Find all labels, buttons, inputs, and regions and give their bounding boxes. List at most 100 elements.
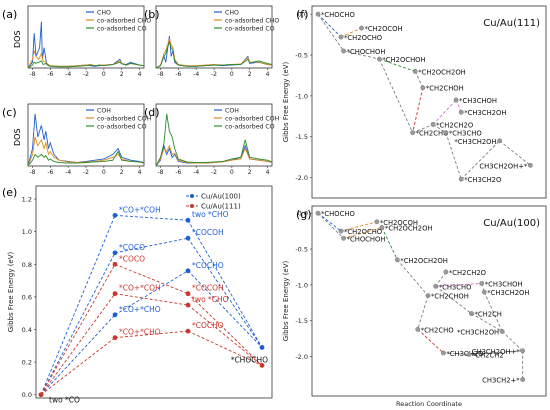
panel-f-edge <box>412 124 434 134</box>
panel-c-xtick-label: -6 <box>47 169 53 176</box>
panel-d-legend-entry: co-adsorbed COH <box>225 116 280 123</box>
panel-e-ytick-label: 0.2 <box>22 359 32 367</box>
panel-g-edge <box>317 212 344 239</box>
panel-g-edge <box>435 282 482 287</box>
panel-g-node-label: *CH2CH <box>474 311 501 319</box>
panel-e-series-0-segment <box>114 214 189 221</box>
panel-g-ytick-label: -1.5 <box>295 317 308 325</box>
panel-g-edge <box>340 221 377 232</box>
panel-g-node-label: CH3CH2+* <box>482 377 520 385</box>
panel-g-node <box>433 283 439 289</box>
panel-g-node <box>469 311 474 316</box>
panel-f-edge <box>343 50 380 60</box>
panel-g-node-label: *CH3CH2O <box>446 350 483 358</box>
panel-e-series-1-segment <box>114 263 189 295</box>
panel-e-series-1-segment <box>40 264 116 395</box>
panel-g-node-label: *CHOCHO <box>321 210 355 218</box>
panel-e-series-1-point <box>259 362 265 368</box>
panel-g-node <box>425 293 431 299</box>
panel-d-xtick-label: -2 <box>211 169 217 176</box>
panel-e-frame <box>35 185 273 399</box>
panel-c-xtick-label: 4 <box>138 169 142 176</box>
panel-e-point-label: two *CHO <box>192 295 229 304</box>
panel-f-node-label: *CH3CH2OH <box>464 109 506 117</box>
panel-f-node <box>527 162 533 168</box>
panel-f-ytick-label: -0.5 <box>295 52 308 60</box>
panel-g-label: (g) <box>296 208 312 221</box>
panel-e-point-label: two *CHO <box>192 210 229 219</box>
panel-c-xtick-label: -2 <box>83 169 89 176</box>
panel-d-series-1 <box>155 144 273 167</box>
panel-g-node <box>481 289 487 295</box>
panel-b-legend-entry: co-adsorbed CHO <box>225 18 279 25</box>
panel-e-point-label: *CO+*CHO <box>119 305 161 314</box>
panel-f-node-label: *CH2OCHOH <box>382 56 425 64</box>
panel-f-node-label: *CH3CHOH <box>459 97 497 105</box>
panel-e-legend-entry: Cu/Au(100) <box>201 193 241 201</box>
panel-e-series-0-point <box>112 312 118 318</box>
panel-e-series-0-point <box>112 212 118 218</box>
panel-e-point-label: two *CO <box>49 396 80 405</box>
panel-e-ytick-label: 1.0 <box>22 228 32 236</box>
panel-g-node <box>315 210 321 216</box>
panel-g-node <box>499 329 505 334</box>
panel-f-edge <box>432 99 457 125</box>
panel-f-edge <box>445 132 462 180</box>
panel-c-legend-entry: COH <box>97 108 111 115</box>
panel-e-ytick-label: 0.0 <box>22 391 32 399</box>
panel-e-point-label: *COCHO <box>192 261 224 270</box>
panel-e-series-0-segment <box>40 215 116 395</box>
panel-g-ytick-label: -0.5 <box>295 246 308 254</box>
panel-f-edge <box>378 58 414 133</box>
panel-f-node <box>410 130 416 136</box>
panel-f-node-label: *CH2OCOH <box>364 25 402 33</box>
panel-f-edge <box>414 71 424 88</box>
panel-e-legend-marker <box>190 194 194 198</box>
panel-e-ytick-label: 1.2 <box>22 196 32 204</box>
panel-f-node <box>458 109 464 115</box>
panel-c-xtick-label: 2 <box>120 169 124 176</box>
panel-e-legend-entry: Cu/Au(111) <box>201 203 241 211</box>
panel-b-legend-entry: co-adsorbed CO <box>225 26 275 33</box>
panel-d-series-2 <box>155 113 273 167</box>
panel-g-edge <box>483 291 503 332</box>
panel-e-ylabel: Gibbs Free Energy (eV) <box>7 251 15 332</box>
panel-d-xtick-label: 2 <box>248 169 252 176</box>
panel-d-label: (d) <box>144 106 160 119</box>
panel-b-frame <box>155 5 273 69</box>
panel-g-node-label: *CH2OCH2OH <box>385 225 433 233</box>
panel-g-edge <box>381 227 398 260</box>
panel-f-edge <box>499 140 531 166</box>
panel-g-node <box>466 352 472 357</box>
panel-c-ylabel: DOS <box>13 128 22 146</box>
panel-f-edge <box>317 13 344 52</box>
panel-e-ytick-label: 0.8 <box>22 261 32 269</box>
panel-f-ytick-label: 0.0 <box>298 11 308 19</box>
panel-g-node <box>520 377 526 382</box>
panel-a-xtick-label: -8 <box>29 71 35 78</box>
panel-e-ytick-label: 0.6 <box>22 293 32 301</box>
panel-b-xtick-label: -2 <box>211 71 217 78</box>
panel-f-node-label: *CHOCHO <box>321 11 355 19</box>
panel-g-node-label: *CH2CHO <box>421 326 454 334</box>
panel-f-node-label: *CHOCHOH <box>347 48 386 56</box>
panel-g-edge <box>468 350 523 355</box>
panel-c-xtick-label: -4 <box>65 169 71 176</box>
panel-e-series-0-point <box>185 268 191 274</box>
panel-e-point-label: *COCO <box>119 254 145 263</box>
panel-f-node <box>497 138 503 144</box>
panel-e-series-1-point <box>112 291 118 297</box>
panel-g-node-label: *CH2CHOH <box>431 293 469 301</box>
panel-g-edge <box>417 328 444 354</box>
panel-g-node-label: *CH3CHOH <box>485 280 523 288</box>
panel-f-node <box>453 97 459 103</box>
panel-a-xtick-label: 2 <box>120 71 124 78</box>
panel-e-point-label: *COCOH <box>192 228 224 237</box>
panel-f-ytick-label: -1.5 <box>295 133 308 141</box>
panel-e-series-0-segment <box>114 270 189 316</box>
panel-f-edge <box>379 58 416 72</box>
